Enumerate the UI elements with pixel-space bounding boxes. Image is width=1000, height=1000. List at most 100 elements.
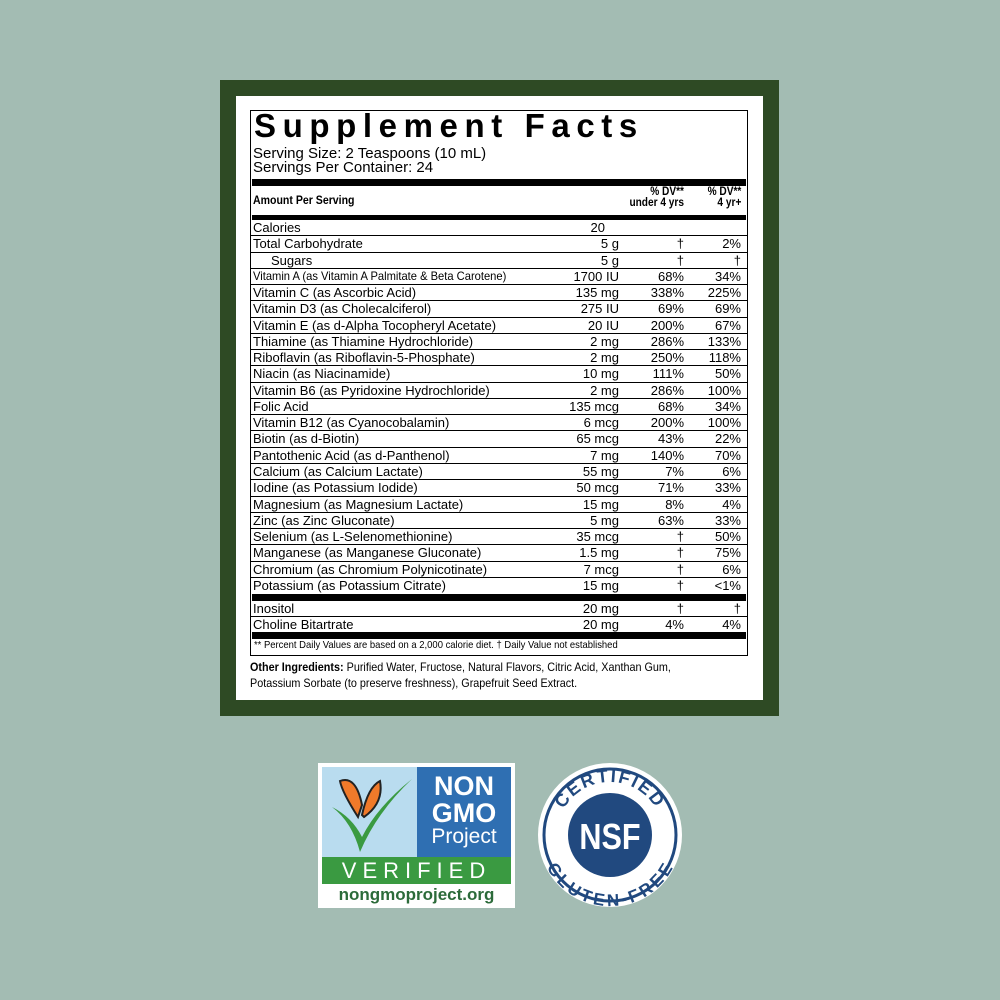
non-gmo-project-verified-logo: NON GMO Project VERIFIED nongmoproject.o… [318,763,515,908]
nutrient-amount: 275 IU [580,301,619,317]
dv-4-plus: † [733,252,741,268]
nutrient-name: Potassium (as Potassium Citrate) [253,577,446,593]
nutrient-amount: 50 mcg [576,480,619,496]
dv-4-plus: 4% [722,617,741,633]
nutrient-name: Pantothenic Acid (as d-Panthenol) [253,447,450,463]
dv-under-4: 68% [657,398,684,414]
nutrient-table: Calories 20 Total Carbohydrate 5 g † 2% Sugars… [251,220,747,594]
nutrient-name: Manganese (as Manganese Gluconate) [253,545,482,561]
amount-per-serving-header: Amount Per Serving [253,193,355,207]
nutrient-name: Choline Bitartrate [253,617,354,633]
thick-divider [252,215,746,220]
dv-under-4: 4% [665,617,684,633]
dv-under-4: 69% [657,301,684,317]
dv-under-4: 8% [665,496,684,512]
label-title: Supplement Facts [254,107,644,144]
nutrient-name: Zinc (as Zinc Gluconate) [253,512,395,528]
dv-4-plus: 69% [714,301,741,317]
verified-banner: VERIFIED [322,857,511,884]
nutrient-name: Calcium (as Calcium Lactate) [253,463,423,479]
nutrient-row: Vitamin B12 (as Cyanocobalamin) 6 mcg 200%… [251,415,747,432]
nongmo-url: nongmoproject.org [338,885,495,904]
nutrient-row: Calories 20 [251,220,747,237]
nutrient-name: Vitamin E (as d-Alpha Tocopheryl Acetate… [253,317,497,333]
nutrient-row: Vitamin A (as Vitamin A Palmitate & Beta… [251,268,747,286]
nutrient-name: Chromium (as Chromium Polynicotinate) [253,561,488,577]
nutrient-name: Iodine (as Potassium Iodide) [253,480,418,496]
nutrient-amount: 6 mcg [583,415,619,431]
nsf-text: NSF [579,818,640,858]
thick-divider [252,594,746,601]
nutrient-row: Potassium (as Potassium Citrate) 15 mg † <1… [251,578,747,594]
dv-4-plus: 22% [714,431,741,447]
nutrient-name: Inositol [253,601,295,616]
dv-under-4: 43% [657,431,684,447]
dv-4-plus: 118% [708,350,741,366]
dv-under-4: 7% [665,463,684,479]
dv-under-4: 63% [657,512,684,528]
dv-4-plus: 6% [722,561,741,577]
nutrient-row: Total Carbohydrate 5 g † 2% [251,236,747,253]
nutrient-amount: 65 mcg [576,431,619,447]
nutrient-name: Vitamin B6 (as Pyridoxine Hydrochloride) [253,382,490,398]
nutrient-amount: 5 mg [590,512,619,528]
dv-under4-line1: % DV** [650,186,684,198]
nutrient-amount: 35 mcg [576,529,619,545]
nutrient-name: Biotin (as d-Biotin) [253,431,360,447]
nutrient-name: Vitamin B12 (as Cyanocobalamin) [253,415,450,431]
dv-under-4: 68% [657,268,684,284]
nutrient-amount: 135 mcg [569,398,619,414]
nutrient-row: Choline Bitartrate 20 mg 4% 4% [251,617,747,633]
dv-4plus-line2: 4 yr+ [717,197,741,209]
nutrient-amount: 7 mg [590,447,619,463]
nutrient-amount: 2 mg [590,333,619,349]
nutrient-row: Manganese (as Manganese Gluconate) 1.5 mg… [251,545,747,562]
nutrient-name: Sugars [271,252,313,268]
nutrient-name: Riboflavin (as Riboflavin-5-Phosphate) [253,350,475,366]
nutrient-amount: 10 mg [582,366,619,382]
dv-under-4: 250% [650,350,684,366]
nutrient-name: Niacin (as Niacinamide) [253,366,391,382]
nutrient-name: Folic Acid [253,398,309,414]
nutrient-name: Vitamin A (as Vitamin A Palmitate & Beta… [253,268,507,283]
nutrient-row: Sugars 5 g † † [251,253,747,269]
thick-divider [252,179,746,186]
nutrient-name: Vitamin C (as Ascorbic Acid) [253,285,417,301]
dv-under-4: † [676,561,684,577]
dv-4-plus: 33% [714,480,741,496]
nutrient-amount: 7 mcg [583,561,619,577]
nutrient-name: Total Carbohydrate [253,236,363,252]
supplement-facts-box: Supplement Facts Serving Size: 2 Teaspoo… [250,107,748,656]
dv-4-plus: 6% [722,463,741,479]
dv-4-plus: 225% [707,285,741,301]
nutrient-row: Vitamin D3 (as Cholecalciferol) 275 IU 69%… [251,301,747,318]
nutrient-amount: 1700 IU [573,268,619,284]
nutrient-amount: 2 mg [590,350,619,366]
dv-under-4: † [676,601,684,616]
label-frame: Supplement Facts Serving Size: 2 Teaspoo… [220,80,779,716]
dv-under-4: † [676,545,684,561]
dv-under-4: 111% [652,366,684,382]
gmo-text: GMO [431,798,497,828]
dv-4-plus: 4% [722,496,741,512]
dv-4plus-header: % DV** 4 yr+ [707,186,741,209]
nutrient-row: Pantothenic Acid (as d-Panthenol) 7 mg 140… [251,448,747,464]
nutrient-row: Chromium (as Chromium Polynicotinate) 7 m… [251,562,747,578]
servings-per-container: Servings Per Container: 24 [253,159,434,176]
other-nutrient-table: Inositol 20 mg † † Choline Bitartrate 20 mg 4%… [251,601,747,634]
dv-4-plus: † [733,601,741,616]
dv-under-4: † [676,236,684,252]
dv-4-plus: 100% [707,382,741,398]
nutrient-row: Calcium (as Calcium Lactate) 55 mg 7% 6% [251,463,747,481]
dv-under-4: † [676,577,684,593]
dv-4-plus: 75% [714,545,741,561]
nutrient-row: Vitamin E (as d-Alpha Tocopheryl Acetate… [251,318,747,334]
nutrient-name: Selenium (as L-Selenomethionine) [253,529,453,545]
nutrient-row: Selenium (as L-Selenomethionine) 35 mcg † 5… [251,529,747,546]
nutrient-amount: 5 g [600,252,619,268]
dv-under-4: 338% [650,285,684,301]
nutrient-row: Iodine (as Potassium Iodide) 50 mcg 71% 33% [251,480,747,497]
dv-under-4: † [676,252,684,268]
nutrient-amount: 20 mg [582,617,619,633]
dv-4-plus: <1% [714,577,741,593]
